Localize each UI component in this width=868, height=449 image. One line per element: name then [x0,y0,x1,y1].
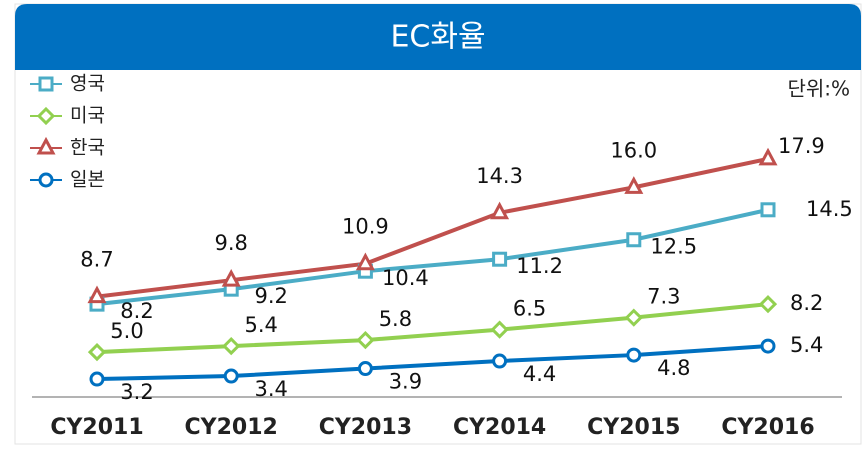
data-point [87,342,107,362]
data-label: 14.5 [806,197,853,221]
legend-label: 영국 [70,73,105,95]
data-label: 8.2 [790,291,823,315]
data-label: 16.0 [610,138,657,162]
data-point [624,308,643,327]
data-label: 7.3 [647,285,680,309]
data-label: 4.8 [657,356,690,380]
data-point [490,201,510,220]
data-point [760,202,776,218]
data-label: 3.4 [254,377,287,401]
data-label: 9.2 [254,284,287,308]
data-label: 12.5 [650,235,697,259]
data-point [357,361,373,377]
data-point [87,285,107,304]
x-tick-label: CY2012 [185,415,278,440]
data-point [758,295,778,314]
legend-marker [38,76,54,92]
data-point [490,320,509,339]
chart-title: EC화율 [390,20,485,55]
legend-label: 일본 [70,169,105,191]
unit-label: 단위:% [787,77,850,101]
series-line [96,302,769,355]
data-point [355,252,375,271]
data-label: 5.0 [110,319,143,343]
data-point [758,147,778,166]
series-line [96,207,769,307]
data-label: 5.4 [790,333,823,357]
data-label: 17.9 [778,134,825,158]
legend-marker [36,106,56,126]
data-point [221,269,241,287]
data-label: 3.2 [120,380,153,404]
data-label: 14.3 [476,164,523,188]
x-tick-label: CY2011 [50,415,143,440]
data-point [626,347,642,363]
data-label: 6.5 [513,297,546,321]
x-tick-label: CY2013 [319,415,412,440]
data-point [492,251,508,267]
data-label: 3.9 [389,370,422,394]
legend-label: 미국 [70,105,105,127]
data-label: 9.8 [214,231,247,255]
title-band [15,4,861,70]
legend-marker [36,136,56,155]
legend-marker [38,172,54,188]
data-label: 8.2 [120,299,153,323]
legend-label: 한국 [70,137,105,159]
x-tick-label: CY2014 [453,415,546,440]
data-label: 11.2 [516,254,563,278]
data-label: 8.7 [80,248,113,272]
data-label: 10.4 [382,266,429,290]
data-label: 5.8 [379,307,412,331]
data-point [356,330,375,350]
data-point [760,338,776,354]
data-point [223,368,239,384]
data-label: 10.9 [342,215,389,239]
data-point [626,232,642,248]
x-tick-label: CY2015 [587,415,680,440]
data-label: 4.4 [523,362,556,386]
chart-frame [14,3,862,445]
data-label: 5.4 [244,313,277,337]
x-tick-label: CY2016 [721,415,814,440]
series-line [96,156,769,299]
data-point [222,336,241,356]
data-point [89,371,105,387]
series-line [96,344,769,382]
data-point [492,353,508,369]
data-point [624,176,644,194]
